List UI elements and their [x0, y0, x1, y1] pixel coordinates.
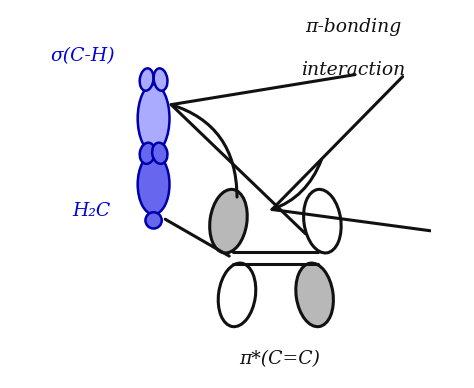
Ellipse shape [137, 154, 170, 214]
Text: H₂C: H₂C [72, 203, 110, 220]
Ellipse shape [152, 143, 167, 164]
Ellipse shape [146, 212, 162, 229]
Ellipse shape [210, 189, 247, 253]
FancyArrowPatch shape [272, 76, 456, 234]
Ellipse shape [140, 68, 154, 91]
Ellipse shape [140, 143, 155, 164]
Ellipse shape [137, 85, 170, 152]
Text: π*(C=C): π*(C=C) [239, 350, 320, 368]
Ellipse shape [154, 68, 167, 91]
Text: interaction: interaction [301, 61, 406, 79]
Ellipse shape [296, 263, 333, 327]
Ellipse shape [303, 189, 341, 253]
Ellipse shape [218, 263, 256, 327]
FancyArrowPatch shape [171, 74, 355, 234]
Text: π-bonding: π-bonding [305, 18, 401, 36]
Text: σ(C-H): σ(C-H) [51, 47, 115, 65]
